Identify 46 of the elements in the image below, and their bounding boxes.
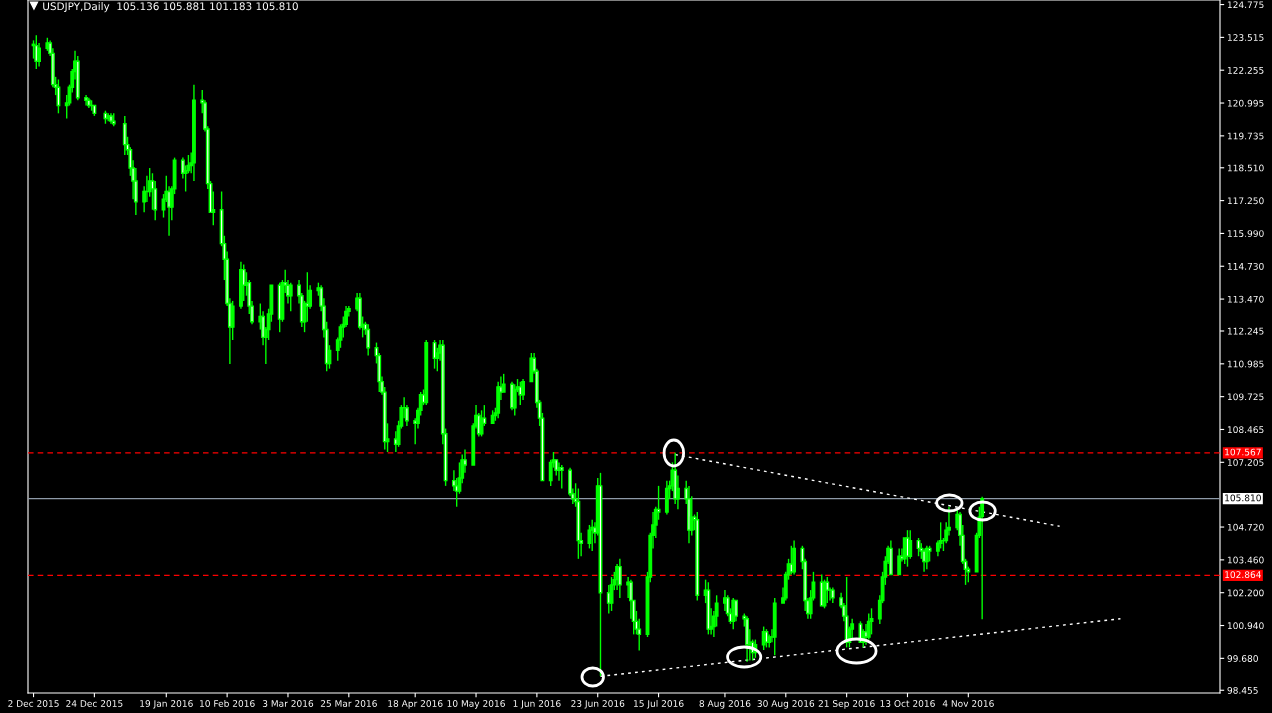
x-tick-label: 4 Nov 2016 [942,700,994,707]
x-tick-label: 30 Aug 2016 [757,700,815,709]
y-tick-label: 115.990 [1227,230,1264,237]
x-tick-label: 23 Jun 2016 [571,700,625,709]
ref-line-label: 105.810 [1225,494,1261,502]
x-tick-label: 15 Jul 2016 [634,699,684,709]
x-tick-label: 13 Oct 2016 [880,700,935,707]
candlestick [908,529,913,560]
x-tick-label: 10 May 2016 [447,700,505,709]
y-tick-label: 104.720 [1227,523,1264,531]
candlestick [792,539,797,576]
ref-line-label: 102.864 [1225,571,1261,579]
y-tick-label: 109.725 [1227,393,1264,401]
y-tick-label: 99.680 [1227,655,1258,662]
y-tick-label: 107.205 [1227,459,1264,466]
y-tick-label: 117.250 [1227,197,1264,205]
ref-line-label: 107.567 [1225,448,1261,456]
y-tick-label: 110.985 [1227,360,1264,368]
y-tick-label: 98.455 [1227,686,1258,694]
chart-title: USDJPY,Daily 105.136 105.881 101.183 105.810 [43,2,298,13]
x-tick-label: 18 Apr 2016 [388,700,443,709]
y-tick-label: 102.200 [1227,589,1264,597]
y-tick-label: 118.510 [1227,164,1264,172]
y-tick-label: 112.245 [1227,327,1264,335]
y-tick-label: 108.465 [1227,426,1264,434]
candlestick [587,524,592,550]
x-tick-label: 8 Aug 2016 [699,700,751,709]
x-tick-label: 1 Jun 2016 [513,700,561,709]
candlestick [734,599,738,623]
y-tick-label: 122.255 [1227,66,1264,74]
y-tick-label: 120.995 [1227,99,1264,107]
x-tick-label: 19 Jan 2016 [140,700,193,709]
x-tick-label: 24 Dec 2015 [66,700,123,707]
x-tick-label: 3 Mar 2016 [262,700,314,707]
y-tick-label: 114.730 [1227,262,1264,270]
y-tick-label: 119.735 [1227,132,1264,140]
x-tick-label: 25 Mar 2016 [320,700,377,707]
y-tick-label: 113.470 [1227,295,1264,303]
y-tick-label: 123.515 [1227,34,1264,41]
y-tick-label: 124.775 [1227,1,1264,9]
candlestick [521,378,525,401]
x-tick-label: 10 Feb 2016 [200,699,255,707]
x-tick-label: 2 Dec 2015 [8,700,59,707]
x-tick-label: 21 Sep 2016 [818,700,875,709]
y-tick-label: 103.460 [1227,556,1264,564]
y-tick-label: 100.940 [1227,622,1264,630]
